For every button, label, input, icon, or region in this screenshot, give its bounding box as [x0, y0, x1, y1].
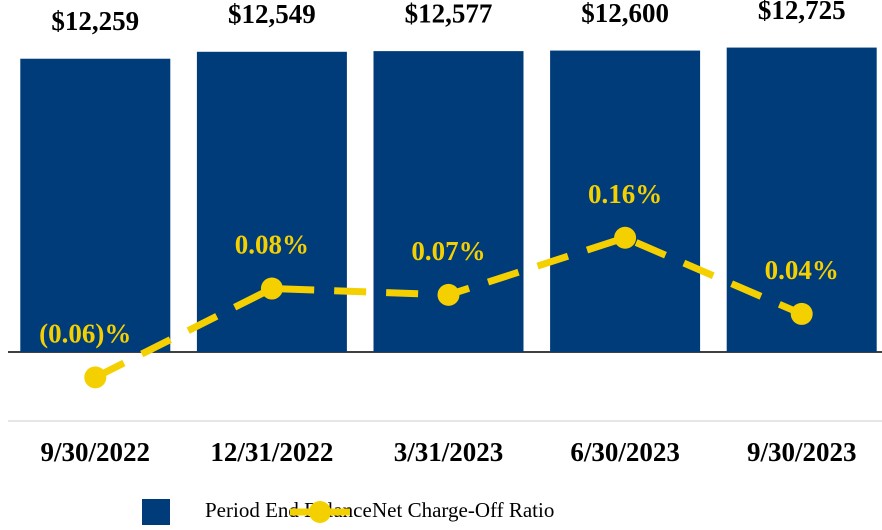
plot: [20, 47, 877, 389]
bar-label: $12,259: [51, 6, 139, 36]
bar: [196, 51, 347, 352]
bar: [726, 47, 877, 352]
bar: [20, 58, 171, 353]
line-label: 0.07%: [411, 236, 485, 266]
line-marker: [84, 366, 107, 389]
legend-swatch-bar: [142, 499, 170, 525]
x-tick-label: 3/31/2023: [394, 437, 504, 467]
line-marker: [437, 283, 460, 306]
line-label: 0.16%: [588, 179, 662, 209]
line-label: (0.06)%: [39, 319, 131, 349]
line-label: 0.04%: [765, 255, 839, 285]
bar-label: $12,549: [228, 0, 316, 29]
x-tick-label: 12/31/2022: [210, 437, 333, 467]
bar-label: $12,725: [758, 0, 846, 25]
line-label: 0.08%: [235, 230, 309, 260]
x-tick-label: 6/30/2023: [570, 437, 680, 467]
labels: 9/30/2022 12/31/2022 3/31/2023 6/30/2023 9/3…: [39, 0, 856, 467]
bar-label: $12,577: [405, 0, 493, 28]
bar-label: $12,600: [581, 0, 669, 28]
x-tick-label: 9/30/2023: [747, 437, 857, 467]
legend-swatch-marker: [309, 501, 331, 523]
legend-label: Net Charge-Off Ratio: [372, 498, 554, 522]
line-marker: [260, 277, 283, 300]
bar: [373, 51, 524, 353]
bar: [550, 50, 701, 353]
line-marker: [790, 302, 813, 325]
line-marker: [614, 226, 637, 249]
x-tick-label: 9/30/2022: [41, 437, 151, 467]
